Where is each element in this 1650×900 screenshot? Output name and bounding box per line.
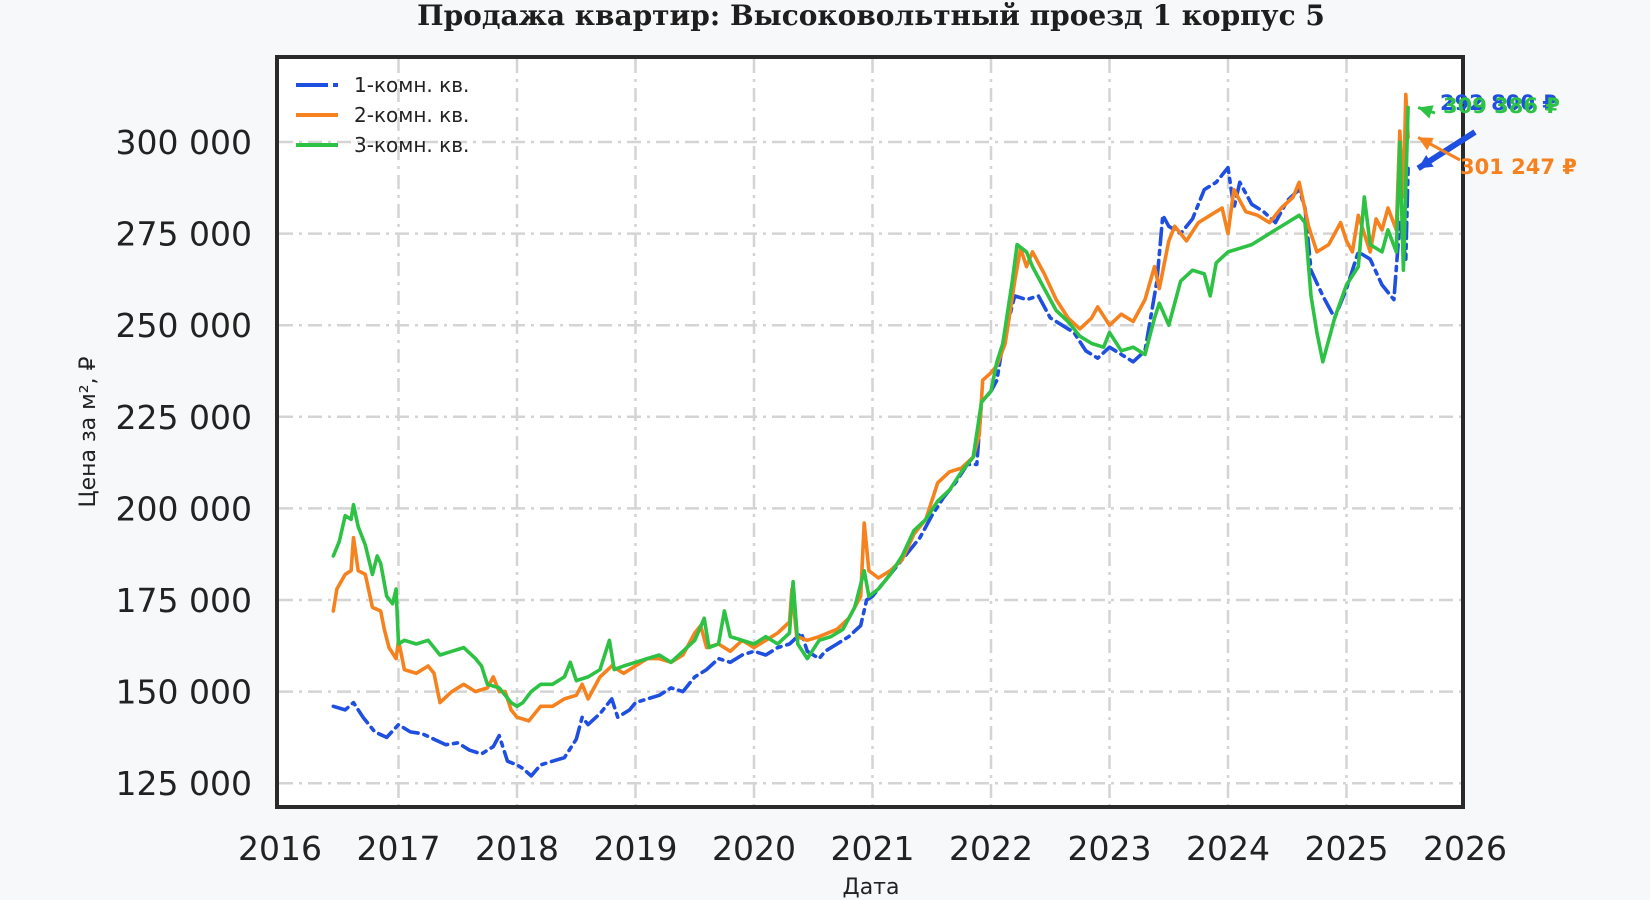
y-tick-label: 300 000 (116, 123, 252, 162)
x-tick-label: 2016 (238, 829, 322, 868)
legend-label-1-room: 1-комн. кв. (354, 73, 469, 97)
arrowhead-icon (1418, 137, 1434, 151)
x-tick-label: 2017 (357, 829, 441, 868)
x-tick-label: 2018 (475, 829, 559, 868)
last-value-label-3-room: 309 386 ₽ (1443, 94, 1560, 118)
y-tick-label: 175 000 (116, 581, 252, 620)
legend-label-2-room: 2-комн. кв. (354, 103, 469, 127)
x-tick-label: 2023 (1068, 829, 1152, 868)
x-tick-label: 2024 (1186, 829, 1270, 868)
x-tick-label: 2022 (949, 829, 1033, 868)
series-line-2-room (331, 92, 1410, 723)
grid-lines (279, 59, 1461, 805)
x-tick-label: 2021 (831, 829, 915, 868)
x-tick-label: 2026 (1423, 829, 1507, 868)
y-axis-ticks: 125 000 150 000 175 000 200 000 225 000 250 0… (116, 123, 252, 803)
y-tick-label: 150 000 (116, 673, 252, 712)
series-layer (331, 92, 1410, 778)
plot-area (275, 55, 1465, 809)
arrowhead-icon (1418, 154, 1434, 169)
x-tick-label: 2025 (1305, 829, 1389, 868)
legend: 1-комн. кв. 2-комн. кв. 3-комн. кв. (296, 73, 469, 157)
last-value-label-1-room: 292 800 ₽ (1440, 91, 1557, 115)
last-value-label-2-room: 301 247 ₽ (1460, 155, 1577, 179)
series-line-3-room (331, 105, 1410, 709)
last-value-annotations: 292 800 ₽ 301 247 ₽ 309 386 ₽ (1416, 91, 1577, 179)
series-line-1-room (331, 165, 1410, 778)
y-tick-label: 125 000 (116, 764, 252, 803)
plot-frame (275, 55, 1465, 809)
x-axis-ticks: 2016 2017 2018 2019 2020 2021 2022 2023 2024 2025… (238, 829, 1507, 868)
x-tick-label: 2020 (712, 829, 796, 868)
x-axis-label: Дата (843, 875, 900, 900)
y-tick-label: 200 000 (116, 489, 252, 528)
legend-label-3-room: 3-комн. кв. (354, 133, 469, 157)
y-tick-label: 250 000 (116, 306, 252, 345)
y-tick-label: 225 000 (116, 398, 252, 437)
x-tick-label: 2019 (594, 829, 678, 868)
chart-title: Продажа квартир: Высоковольтный проезд 1… (417, 0, 1325, 32)
arrowhead-icon (1418, 105, 1434, 119)
y-tick-label: 275 000 (116, 215, 252, 254)
y-axis-label: Цена за м², ₽ (76, 356, 101, 507)
